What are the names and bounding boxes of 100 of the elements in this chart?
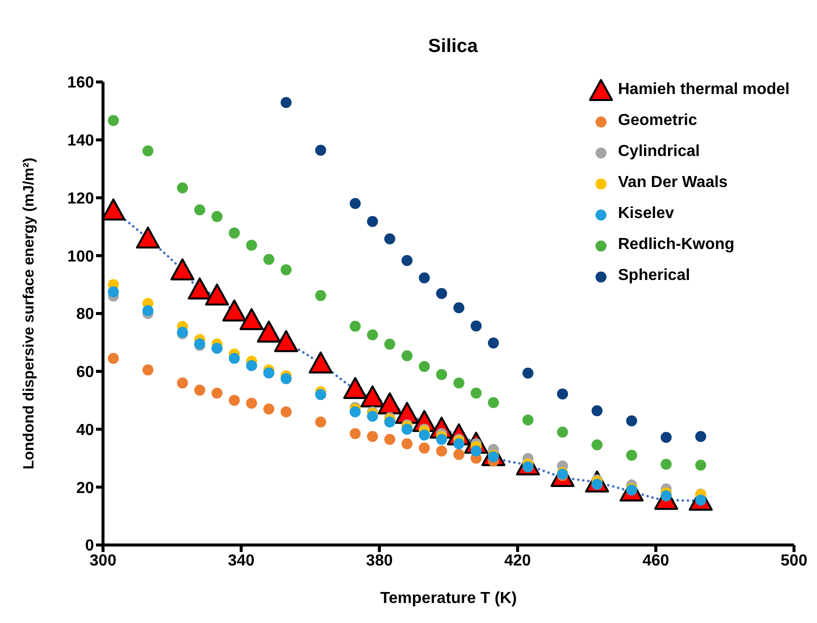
point	[274, 330, 298, 352]
y-tick-label: 20	[76, 480, 94, 497]
point	[453, 377, 464, 388]
point	[384, 233, 396, 244]
point	[695, 460, 706, 471]
point	[222, 299, 246, 322]
y-tick-label: 120	[67, 190, 94, 208]
x-tick-label: 500	[780, 552, 808, 570]
point	[592, 405, 603, 416]
point	[384, 338, 396, 350]
point	[453, 302, 464, 314]
point	[384, 416, 396, 428]
point	[557, 426, 568, 438]
x-tick-label: 300	[90, 552, 116, 570]
point	[228, 228, 240, 239]
point	[402, 424, 413, 435]
legend-label: Cylindrical	[618, 142, 700, 160]
point	[350, 406, 361, 418]
point	[188, 277, 212, 300]
point	[108, 114, 119, 126]
point	[308, 352, 333, 374]
point	[205, 284, 230, 306]
x-axis-title: Temperature T (K)	[380, 590, 517, 607]
point	[470, 320, 482, 332]
point	[280, 406, 292, 418]
point	[378, 392, 402, 414]
point	[384, 434, 396, 445]
point	[695, 430, 706, 442]
x-tick-label: 380	[366, 552, 393, 570]
point	[522, 414, 534, 426]
point	[436, 288, 448, 300]
point	[228, 394, 240, 406]
point	[453, 438, 464, 450]
point	[142, 305, 154, 316]
y-tick-label: 0	[85, 538, 94, 555]
point	[228, 352, 240, 364]
point	[418, 272, 430, 284]
point	[660, 432, 672, 443]
y-tick-label: 100	[67, 248, 94, 266]
point	[176, 377, 188, 388]
point	[343, 377, 368, 400]
legend-label: Spherical	[618, 266, 690, 284]
y-axis-title: Londond dispersive surface energy (mJ/m²)	[20, 158, 38, 470]
point	[557, 388, 568, 400]
x-tick-label: 420	[504, 552, 532, 570]
point	[418, 430, 430, 441]
legend-label: Geometric	[618, 112, 698, 130]
point	[136, 226, 160, 249]
point	[626, 415, 638, 426]
point	[402, 438, 413, 450]
point	[350, 428, 361, 440]
point	[108, 286, 119, 298]
point	[418, 442, 430, 454]
point	[194, 204, 206, 216]
point	[315, 416, 326, 428]
y-tick-label: 60	[76, 364, 94, 382]
point	[592, 439, 603, 450]
point	[488, 397, 499, 408]
x-tick-label: 460	[642, 552, 670, 570]
point	[366, 216, 378, 227]
point	[418, 360, 430, 372]
legend-label: Redlich-Kwong	[618, 236, 734, 254]
point	[142, 364, 154, 376]
point	[142, 145, 154, 156]
y-tick-label: 40	[76, 422, 94, 439]
point	[470, 445, 482, 456]
point	[660, 458, 672, 470]
legend-label: Hamieh thermal model	[618, 80, 790, 98]
y-tick-label: 160	[67, 74, 94, 92]
point	[470, 388, 482, 399]
point	[350, 198, 361, 210]
point	[263, 403, 274, 414]
point	[436, 434, 448, 445]
point	[436, 445, 448, 456]
point	[402, 350, 413, 362]
point	[366, 329, 378, 340]
point	[488, 338, 499, 349]
point	[263, 254, 274, 265]
legend-label: Van Der Waals	[618, 174, 728, 192]
chart-title: Silica	[427, 36, 479, 58]
point	[360, 385, 384, 408]
point	[256, 320, 281, 343]
point	[212, 388, 223, 399]
legend-label: Kiselev	[618, 204, 674, 222]
point	[246, 398, 258, 409]
point	[240, 308, 264, 330]
point	[436, 369, 448, 380]
point	[366, 410, 378, 422]
point	[108, 352, 119, 364]
point	[246, 360, 258, 372]
y-tick-label: 80	[76, 306, 94, 324]
point	[194, 384, 206, 396]
point	[402, 255, 413, 266]
y-tick-label: 140	[67, 132, 94, 150]
point	[176, 182, 188, 194]
point	[350, 320, 361, 332]
point	[170, 258, 194, 280]
point	[315, 290, 326, 302]
point	[366, 430, 378, 442]
point	[246, 240, 258, 251]
